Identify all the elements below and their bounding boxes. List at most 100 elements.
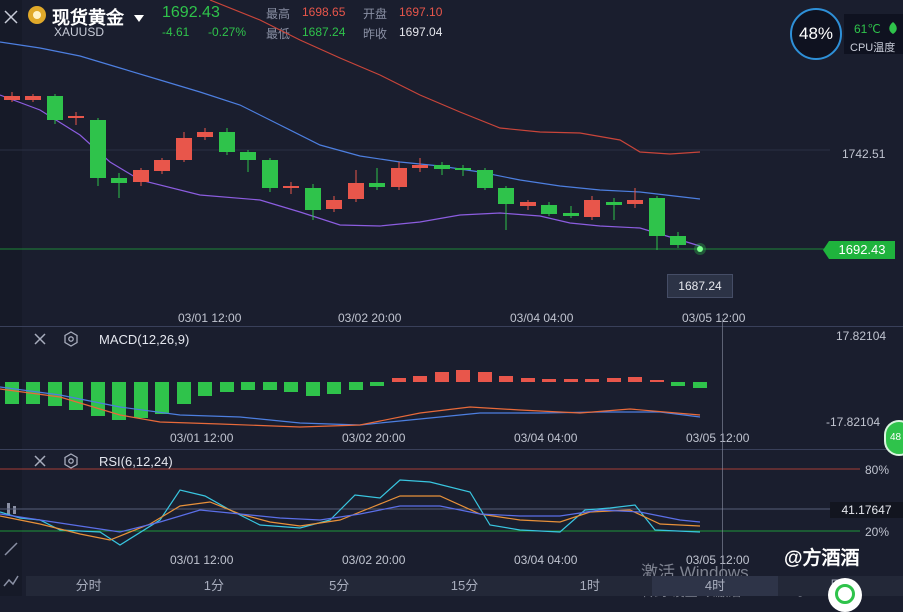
candle-body <box>455 168 471 170</box>
quote-header: 现货黄金 XAUUSD 1692.43 -4.61 -0.27% 最高 1698… <box>0 0 903 46</box>
candle-body <box>477 170 493 188</box>
macd-bar <box>370 382 384 386</box>
low-label: 最低 <box>266 27 291 41</box>
current-price-tag: 1692.43 <box>829 241 895 259</box>
macd-bar <box>456 370 470 382</box>
macd-bar <box>607 378 621 382</box>
rsi-current-value: 41.17647 <box>830 502 903 518</box>
rsi-x-tick-3: 03/04 04:00 <box>514 553 578 567</box>
close-icon[interactable] <box>2 8 20 26</box>
macd-x-tick-3: 03/04 04:00 <box>514 431 578 445</box>
candle-body <box>541 205 557 214</box>
cpu-gauge: 48% <box>790 8 842 60</box>
macd-top-value: 17.82104 <box>836 329 887 343</box>
macd-title: MACD(12,26,9) <box>99 332 190 347</box>
last-price: 1692.43 <box>162 4 220 21</box>
price-change-pct: -0.27% <box>208 25 247 39</box>
trend-icon[interactable] <box>2 572 20 590</box>
rsi-title: RSI(6,12,24) <box>99 454 173 469</box>
divider-rsi <box>0 449 903 450</box>
chevron-down-icon[interactable] <box>134 10 144 28</box>
macd-bottom-value: -17.82104 <box>826 415 881 429</box>
candle-body <box>649 198 665 236</box>
candle-body <box>262 160 278 188</box>
macd-bar <box>564 379 578 382</box>
candle-body <box>133 170 149 182</box>
tab-5min[interactable]: 5分 <box>329 578 350 593</box>
price-change: -4.61 <box>162 25 190 39</box>
candle-body <box>606 202 622 205</box>
macd-bar <box>349 382 363 390</box>
leaf-icon <box>888 21 898 39</box>
macd-close-icon[interactable] <box>32 331 48 352</box>
rsi-close-icon[interactable] <box>32 453 48 474</box>
app-circle-icon[interactable] <box>828 578 862 612</box>
macd-x-tick-4: 03/05 12:00 <box>686 431 750 445</box>
candle-body <box>68 116 84 118</box>
prev-close-label: 昨收 <box>363 27 388 41</box>
open-label: 开盘 <box>363 7 388 21</box>
candle-body <box>176 138 192 160</box>
tab-4hour[interactable]: 4时 <box>652 576 778 596</box>
macd-bar <box>435 372 449 382</box>
candle-body <box>305 188 321 210</box>
main-candle-chart[interactable] <box>0 0 903 326</box>
candle-body <box>627 200 643 204</box>
candle-body <box>219 132 235 152</box>
cpu-percent: 48% <box>798 24 834 43</box>
macd-bar <box>499 376 513 382</box>
macd-bar <box>5 382 19 404</box>
candle-body <box>348 183 364 199</box>
cpu-label: CPU温度 <box>850 42 896 54</box>
macd-bar <box>478 372 492 382</box>
candle-body <box>520 202 536 206</box>
candle-body <box>154 160 170 171</box>
candle-body <box>25 96 41 100</box>
candle-body <box>391 168 407 187</box>
macd-bar <box>198 382 212 396</box>
rsi-settings-icon[interactable] <box>63 453 79 474</box>
main-x-tick-1: 03/01 12:00 <box>178 311 242 325</box>
instrument-name[interactable]: 现货黄金 <box>52 8 124 28</box>
macd-bar <box>220 382 234 392</box>
main-x-tick-4: 03/05 12:00 <box>682 311 746 325</box>
macd-bar <box>155 382 169 414</box>
tab-1hour[interactable]: 1时 <box>579 578 600 593</box>
macd-x-tick-1: 03/01 12:00 <box>170 431 234 445</box>
macd-settings-icon[interactable] <box>63 331 79 352</box>
candle-body <box>283 186 299 188</box>
macd-bar <box>413 376 427 382</box>
macd-bar <box>392 378 406 382</box>
current-price-tag-arrow <box>823 241 829 259</box>
candle-body <box>670 236 686 245</box>
macd-chart[interactable] <box>0 327 903 449</box>
rsi-x-tick-4: 03/05 12:00 <box>686 553 750 567</box>
high-value: 1698.65 <box>302 5 346 19</box>
candle-body <box>197 132 213 137</box>
macd-bar <box>542 379 556 382</box>
macd-bar <box>628 377 642 382</box>
tab-1min[interactable]: 1分 <box>203 578 225 593</box>
macd-bar <box>585 379 599 382</box>
rsi-level-80: 80% <box>865 463 890 477</box>
high-label: 最高 <box>266 7 291 21</box>
macd-bar <box>671 382 685 386</box>
candle-body <box>498 188 514 204</box>
draw-line-icon[interactable] <box>2 540 20 558</box>
macd-x-tick-2: 03/02 20:00 <box>342 431 406 445</box>
macd-bar <box>69 382 83 410</box>
macd-bar <box>521 378 535 382</box>
candle-body <box>90 120 106 178</box>
macd-bar <box>177 382 191 404</box>
tab-15min[interactable]: 15分 <box>450 578 479 593</box>
side-badge[interactable]: 48 <box>884 420 903 456</box>
tab-fenshi[interactable]: 分时 <box>75 578 102 593</box>
candle-body <box>584 200 600 217</box>
main-x-tick-2: 03/02 20:00 <box>338 311 402 325</box>
current-price-dot-core <box>697 246 703 252</box>
rsi-chart[interactable] <box>0 450 903 576</box>
crosshair-tooltip: 1687.24 <box>667 274 733 298</box>
rsi-x-tick-2: 03/02 20:00 <box>342 553 406 567</box>
period-tabs: 分时 1分 5分 15分 1时 4时 日K <box>26 576 903 596</box>
rsi-x-tick-1: 03/01 12:00 <box>170 553 234 567</box>
